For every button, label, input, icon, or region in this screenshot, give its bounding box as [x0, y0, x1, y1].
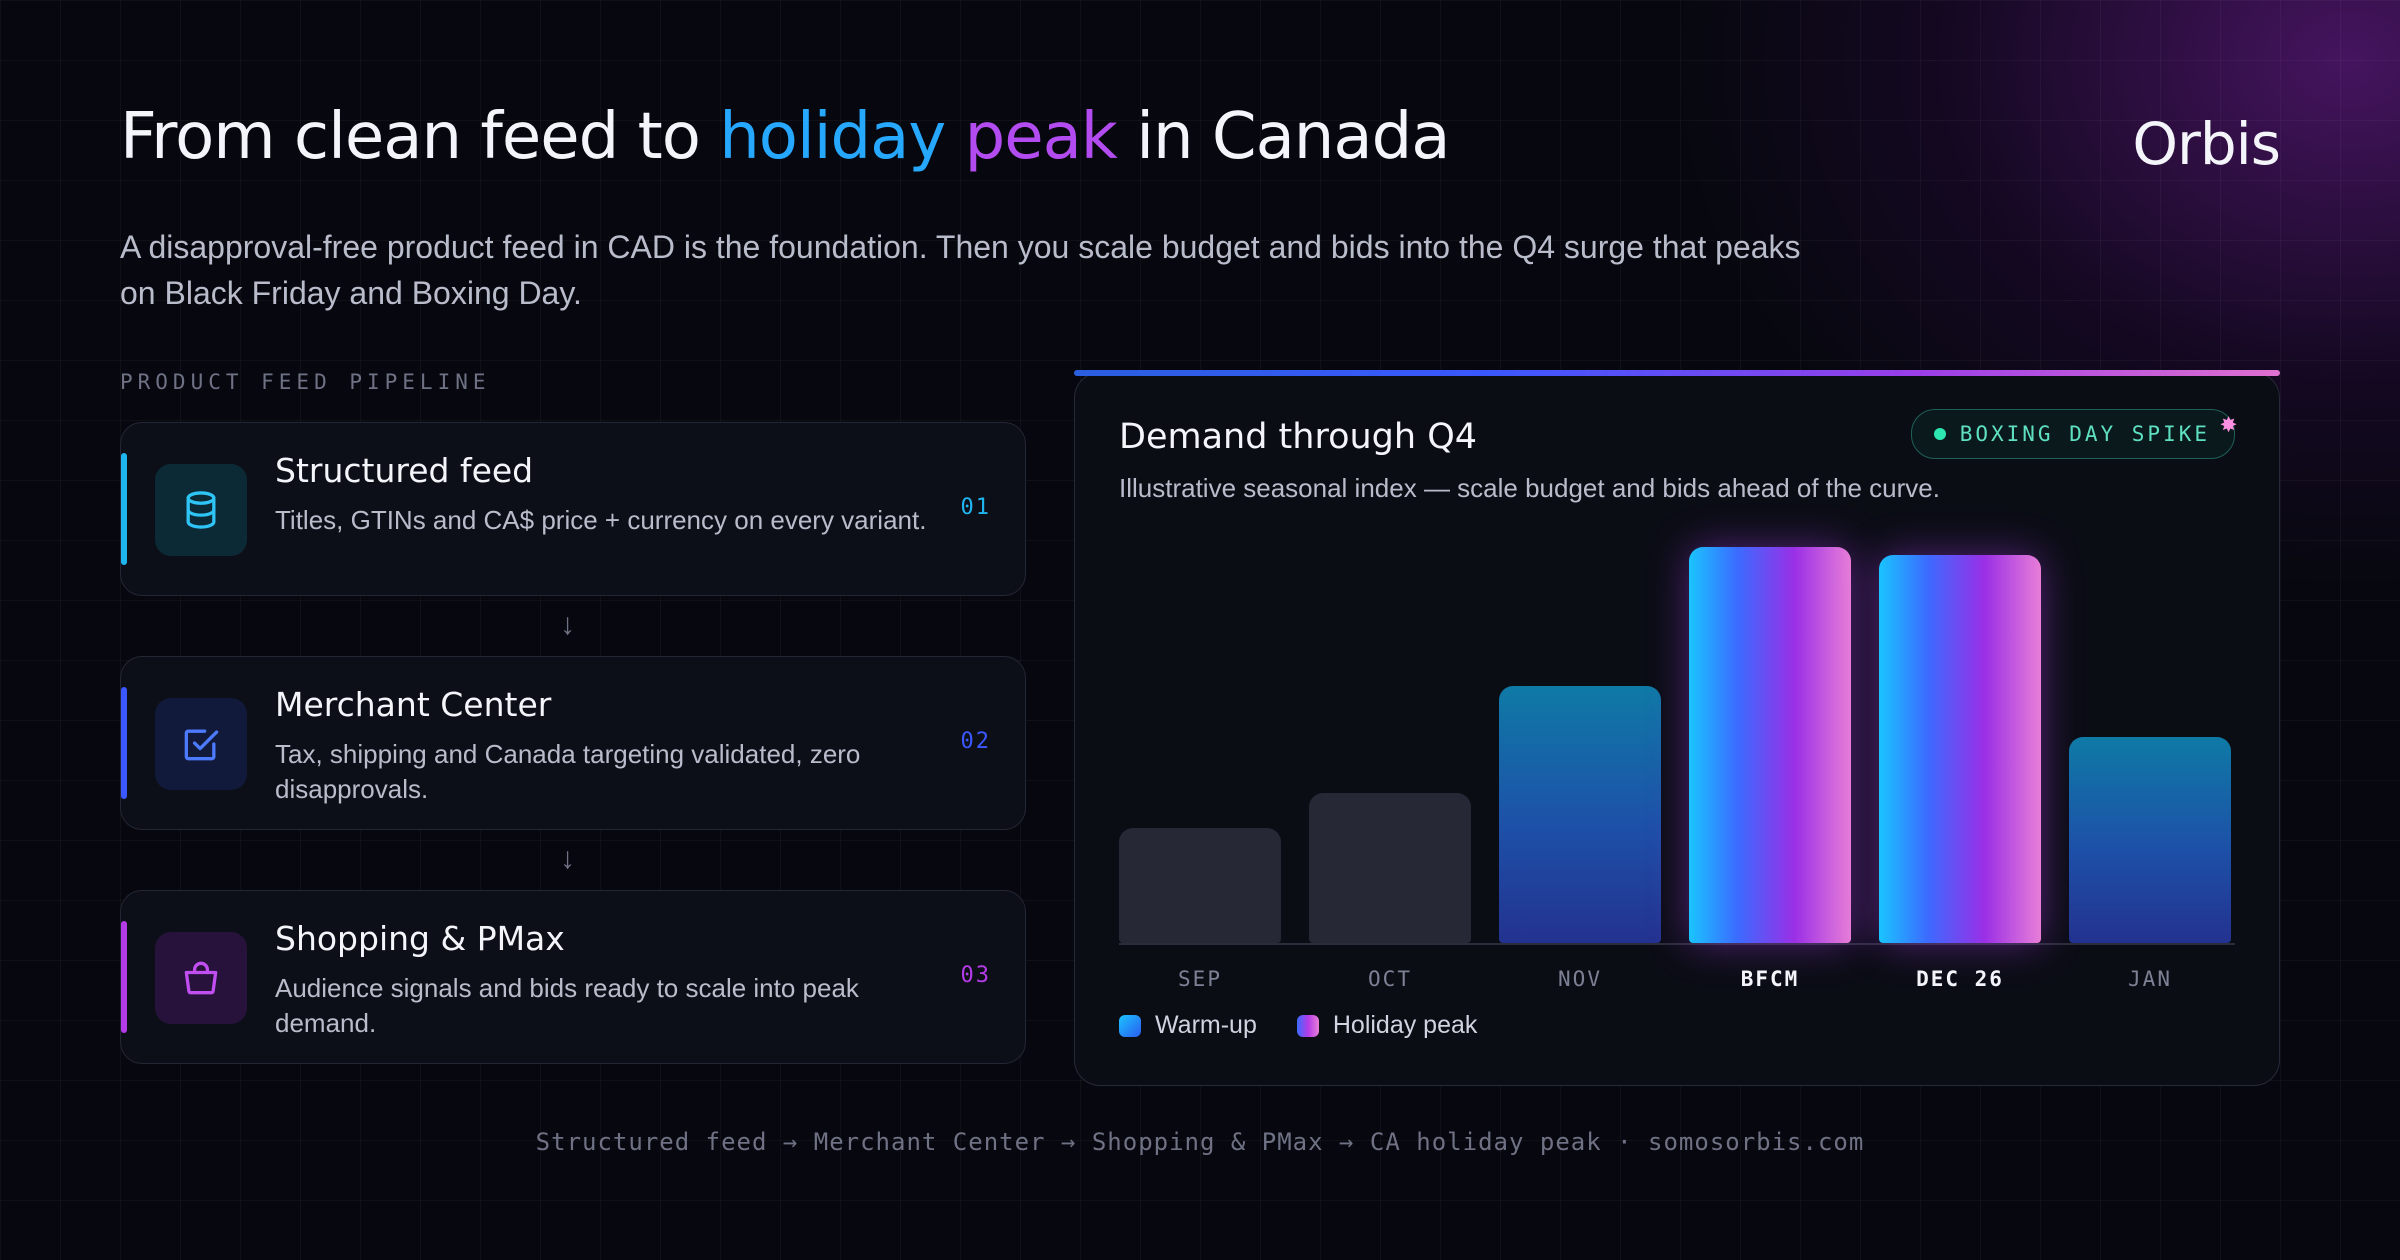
step-icon-box	[155, 698, 247, 790]
legend-item-holiday-peak: Holiday peak	[1296, 1011, 1478, 1040]
bar-nov	[1499, 685, 1661, 943]
bar-dec-26	[1879, 554, 2041, 943]
x-tick-label: BFCM	[1740, 967, 1800, 991]
down-arrow-icon: ↓	[560, 842, 575, 875]
shopping-bag-icon	[184, 961, 218, 995]
step-icon-box	[155, 932, 247, 1024]
legend-item-warm-up: Warm-up	[1119, 1011, 1257, 1040]
step-number: 02	[960, 729, 991, 754]
status-dot-icon	[1933, 428, 1946, 440]
orbis-logo: Orbis	[2132, 110, 2281, 178]
bar-jan	[2069, 737, 2231, 943]
x-tick-label: OCT	[1368, 967, 1412, 991]
legend-swatch	[1296, 1014, 1319, 1037]
step-description: Titles, GTINs and CA$ price + currency o…	[275, 505, 927, 535]
step-accent-bar	[121, 921, 127, 1033]
step-number: 03	[960, 963, 991, 988]
x-axis-baseline	[1119, 943, 2235, 945]
subtitle: A disapproval-free product feed in CAD i…	[120, 229, 1801, 311]
pipeline-step-shopping-pmax: Shopping & PMax Audience signals and bid…	[120, 890, 1026, 1064]
headline-highlight-peak: peak	[964, 100, 1118, 174]
pipeline-section-label: PRODUCT FEED PIPELINE	[120, 370, 491, 394]
legend-label: Holiday peak	[1332, 1011, 1478, 1039]
demand-chart-card: Demand through Q4 Illustrative seasonal …	[1074, 372, 2280, 1086]
database-icon	[186, 491, 216, 529]
chart-legend: Warm-up Holiday peak	[1119, 1011, 1477, 1040]
chart-subtitle: Illustrative seasonal index — scale budg…	[1119, 473, 1940, 503]
footer-caption: Structured feed → Merchant Center → Shop…	[535, 1128, 1865, 1156]
checkbox-icon	[184, 729, 219, 761]
sparkle-icon: ✸	[2220, 406, 2240, 439]
bar-oct	[1309, 792, 1471, 943]
card-gradient-top-bar	[1074, 370, 2280, 376]
step-description: Tax, shipping and Canada targeting valid…	[275, 739, 861, 804]
pipeline-step-structured-feed: Structured feed Titles, GTINs and CA$ pr…	[120, 422, 1026, 596]
step-number: 01	[960, 495, 991, 520]
bar-plot-area: SEP OCT NOV BFCM DEC 26 JAN	[1119, 533, 2235, 991]
x-tick-label: DEC 26	[1916, 967, 2004, 991]
headline: From clean feed to holiday peak in Canad…	[120, 100, 1450, 174]
bar-sep	[1119, 828, 1281, 943]
boxing-day-spike-badge: BOXING DAY SPIKE ✸	[1910, 406, 2237, 459]
badge-label: BOXING DAY SPIKE	[1959, 422, 2210, 446]
down-arrow-icon: ↓	[560, 608, 575, 641]
step-accent-bar	[121, 453, 127, 565]
legend-label: Warm-up	[1155, 1011, 1257, 1039]
pipeline-step-merchant-center: Merchant Center Tax, shipping and Canada…	[120, 656, 1026, 830]
chart-title: Demand through Q4	[1119, 417, 1478, 457]
step-title: Structured feed	[275, 451, 534, 490]
bar-bfcm	[1689, 547, 1851, 943]
headline-part-2: in Canada	[1116, 100, 1450, 174]
legend-swatch	[1119, 1014, 1141, 1037]
step-icon-box	[155, 464, 247, 556]
step-accent-bar	[121, 687, 127, 799]
headline-part-1: From clean feed to	[120, 100, 720, 174]
x-tick-label: JAN	[2128, 967, 2172, 991]
step-description: Audience signals and bids ready to scale…	[275, 973, 859, 1038]
x-tick-label: SEP	[1178, 967, 1222, 991]
step-title: Shopping & PMax	[275, 919, 565, 958]
step-title: Merchant Center	[275, 685, 552, 724]
x-tick-label: NOV	[1558, 967, 1602, 991]
headline-highlight-holiday: holiday	[719, 100, 946, 174]
